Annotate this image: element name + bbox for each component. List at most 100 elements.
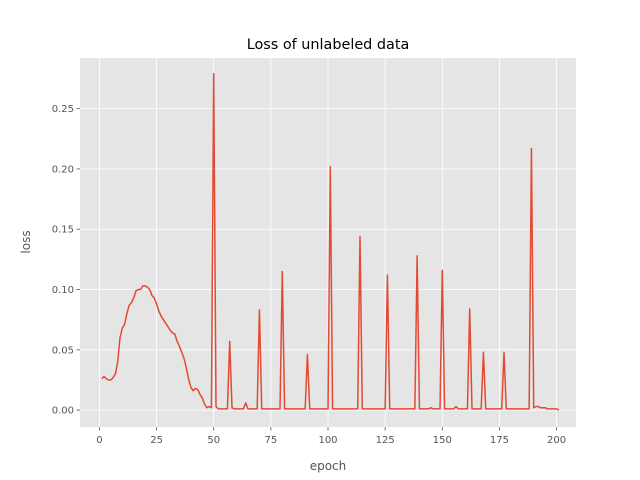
data-point [467,408,468,409]
data-point [405,408,406,409]
data-point [357,408,358,409]
data-point [314,408,315,409]
data-point [522,408,523,409]
data-point [551,408,552,409]
x-tick-label: 100 [318,435,337,446]
data-point [176,341,177,342]
data-point [492,408,493,409]
data-point [149,289,150,290]
data-point [298,408,299,409]
data-point [138,289,139,290]
data-point [346,408,347,409]
y-axis-label: loss [19,230,33,253]
data-point [334,408,335,409]
data-point [320,408,321,409]
data-point [204,403,205,404]
data-point [355,408,356,409]
data-point [510,408,511,409]
data-point [419,408,420,409]
data-point [512,408,513,409]
data-point [172,332,173,333]
y-tick-label: 0.25 [52,104,74,115]
x-tick-label: 75 [264,435,277,446]
data-point [348,408,349,409]
data-point [158,311,159,312]
data-point [147,286,148,287]
data-point [485,408,486,409]
data-point [293,408,294,409]
data-point [451,408,452,409]
data-point [174,333,175,334]
data-point [387,274,388,275]
data-point [197,389,198,390]
data-point [373,408,374,409]
data-point [554,408,555,409]
data-point [284,408,285,409]
data-point [469,308,470,309]
data-point [371,408,372,409]
data-point [140,289,141,290]
data-point [435,408,436,409]
data-point [515,408,516,409]
data-point [307,354,308,355]
data-point [160,315,161,316]
data-point [254,408,255,409]
data-point [501,408,502,409]
data-point [170,330,171,331]
data-point [460,408,461,409]
data-point [156,303,157,304]
data-point [311,408,312,409]
data-point [533,407,534,408]
data-point [117,361,118,362]
data-point [428,408,429,409]
x-tick-label: 150 [433,435,452,446]
data-point [238,408,239,409]
data-point [544,407,545,408]
data-point [154,297,155,298]
data-point [407,408,408,409]
data-point [215,406,216,407]
data-point [508,408,509,409]
x-tick-label: 25 [150,435,163,446]
data-point [142,285,143,286]
data-point [458,408,459,409]
data-point [282,271,283,272]
data-point [243,408,244,409]
data-point [496,408,497,409]
data-point [453,408,454,409]
data-point [188,378,189,379]
data-point [126,313,127,314]
data-point [490,408,491,409]
y-tick-label: 0.15 [52,225,74,236]
data-point [316,408,317,409]
x-tick-label: 50 [207,435,220,446]
data-point [547,408,548,409]
data-point [327,408,328,409]
y-tick-label: 0.10 [52,285,74,296]
x-axis-ticks: 0 25 50 75 100 125 150 175 200 [96,427,566,446]
data-point [300,408,301,409]
data-point [442,270,443,271]
data-point [524,408,525,409]
data-point [110,379,111,380]
data-point [432,408,433,409]
data-point [487,408,488,409]
data-point [476,408,477,409]
data-point [309,408,310,409]
data-point [240,408,241,409]
data-point [471,408,472,409]
x-tick-label: 125 [376,435,395,446]
data-point [231,407,232,408]
data-point [464,408,465,409]
data-point [318,408,319,409]
data-point [131,302,132,303]
data-point [352,408,353,409]
data-point [382,408,383,409]
data-point [341,408,342,409]
data-point [389,408,390,409]
data-point [220,408,221,409]
data-point [384,408,385,409]
data-point [437,408,438,409]
data-point [250,408,251,409]
